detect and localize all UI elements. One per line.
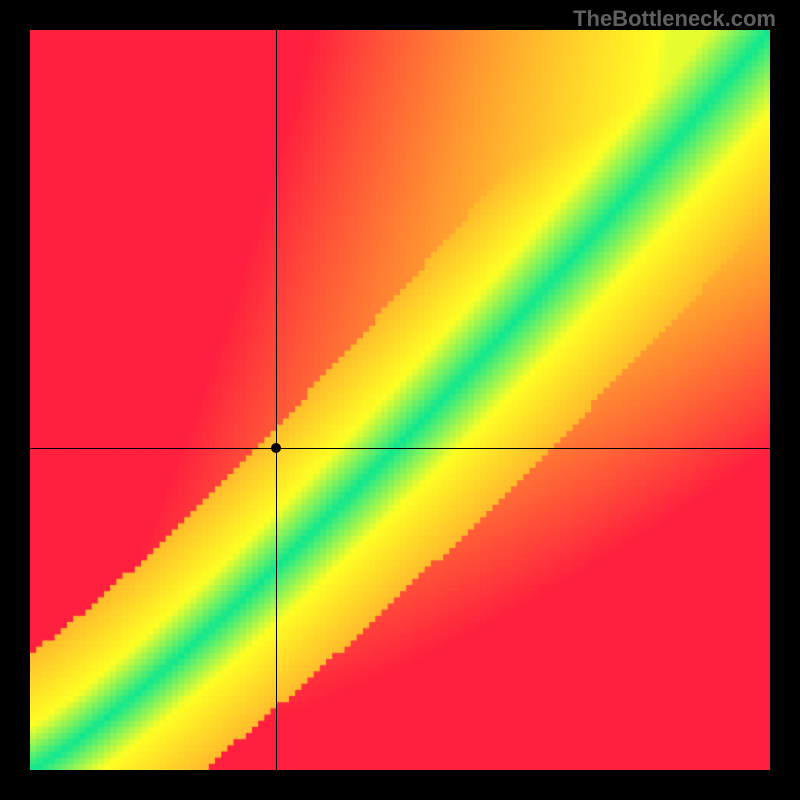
chart-container: TheBottleneck.com [0, 0, 800, 800]
plot-area [30, 30, 770, 770]
crosshair-vertical [276, 30, 277, 770]
crosshair-marker [271, 443, 281, 453]
crosshair-horizontal [30, 448, 770, 449]
watermark-text: TheBottleneck.com [573, 6, 776, 32]
heatmap-canvas [30, 30, 770, 770]
